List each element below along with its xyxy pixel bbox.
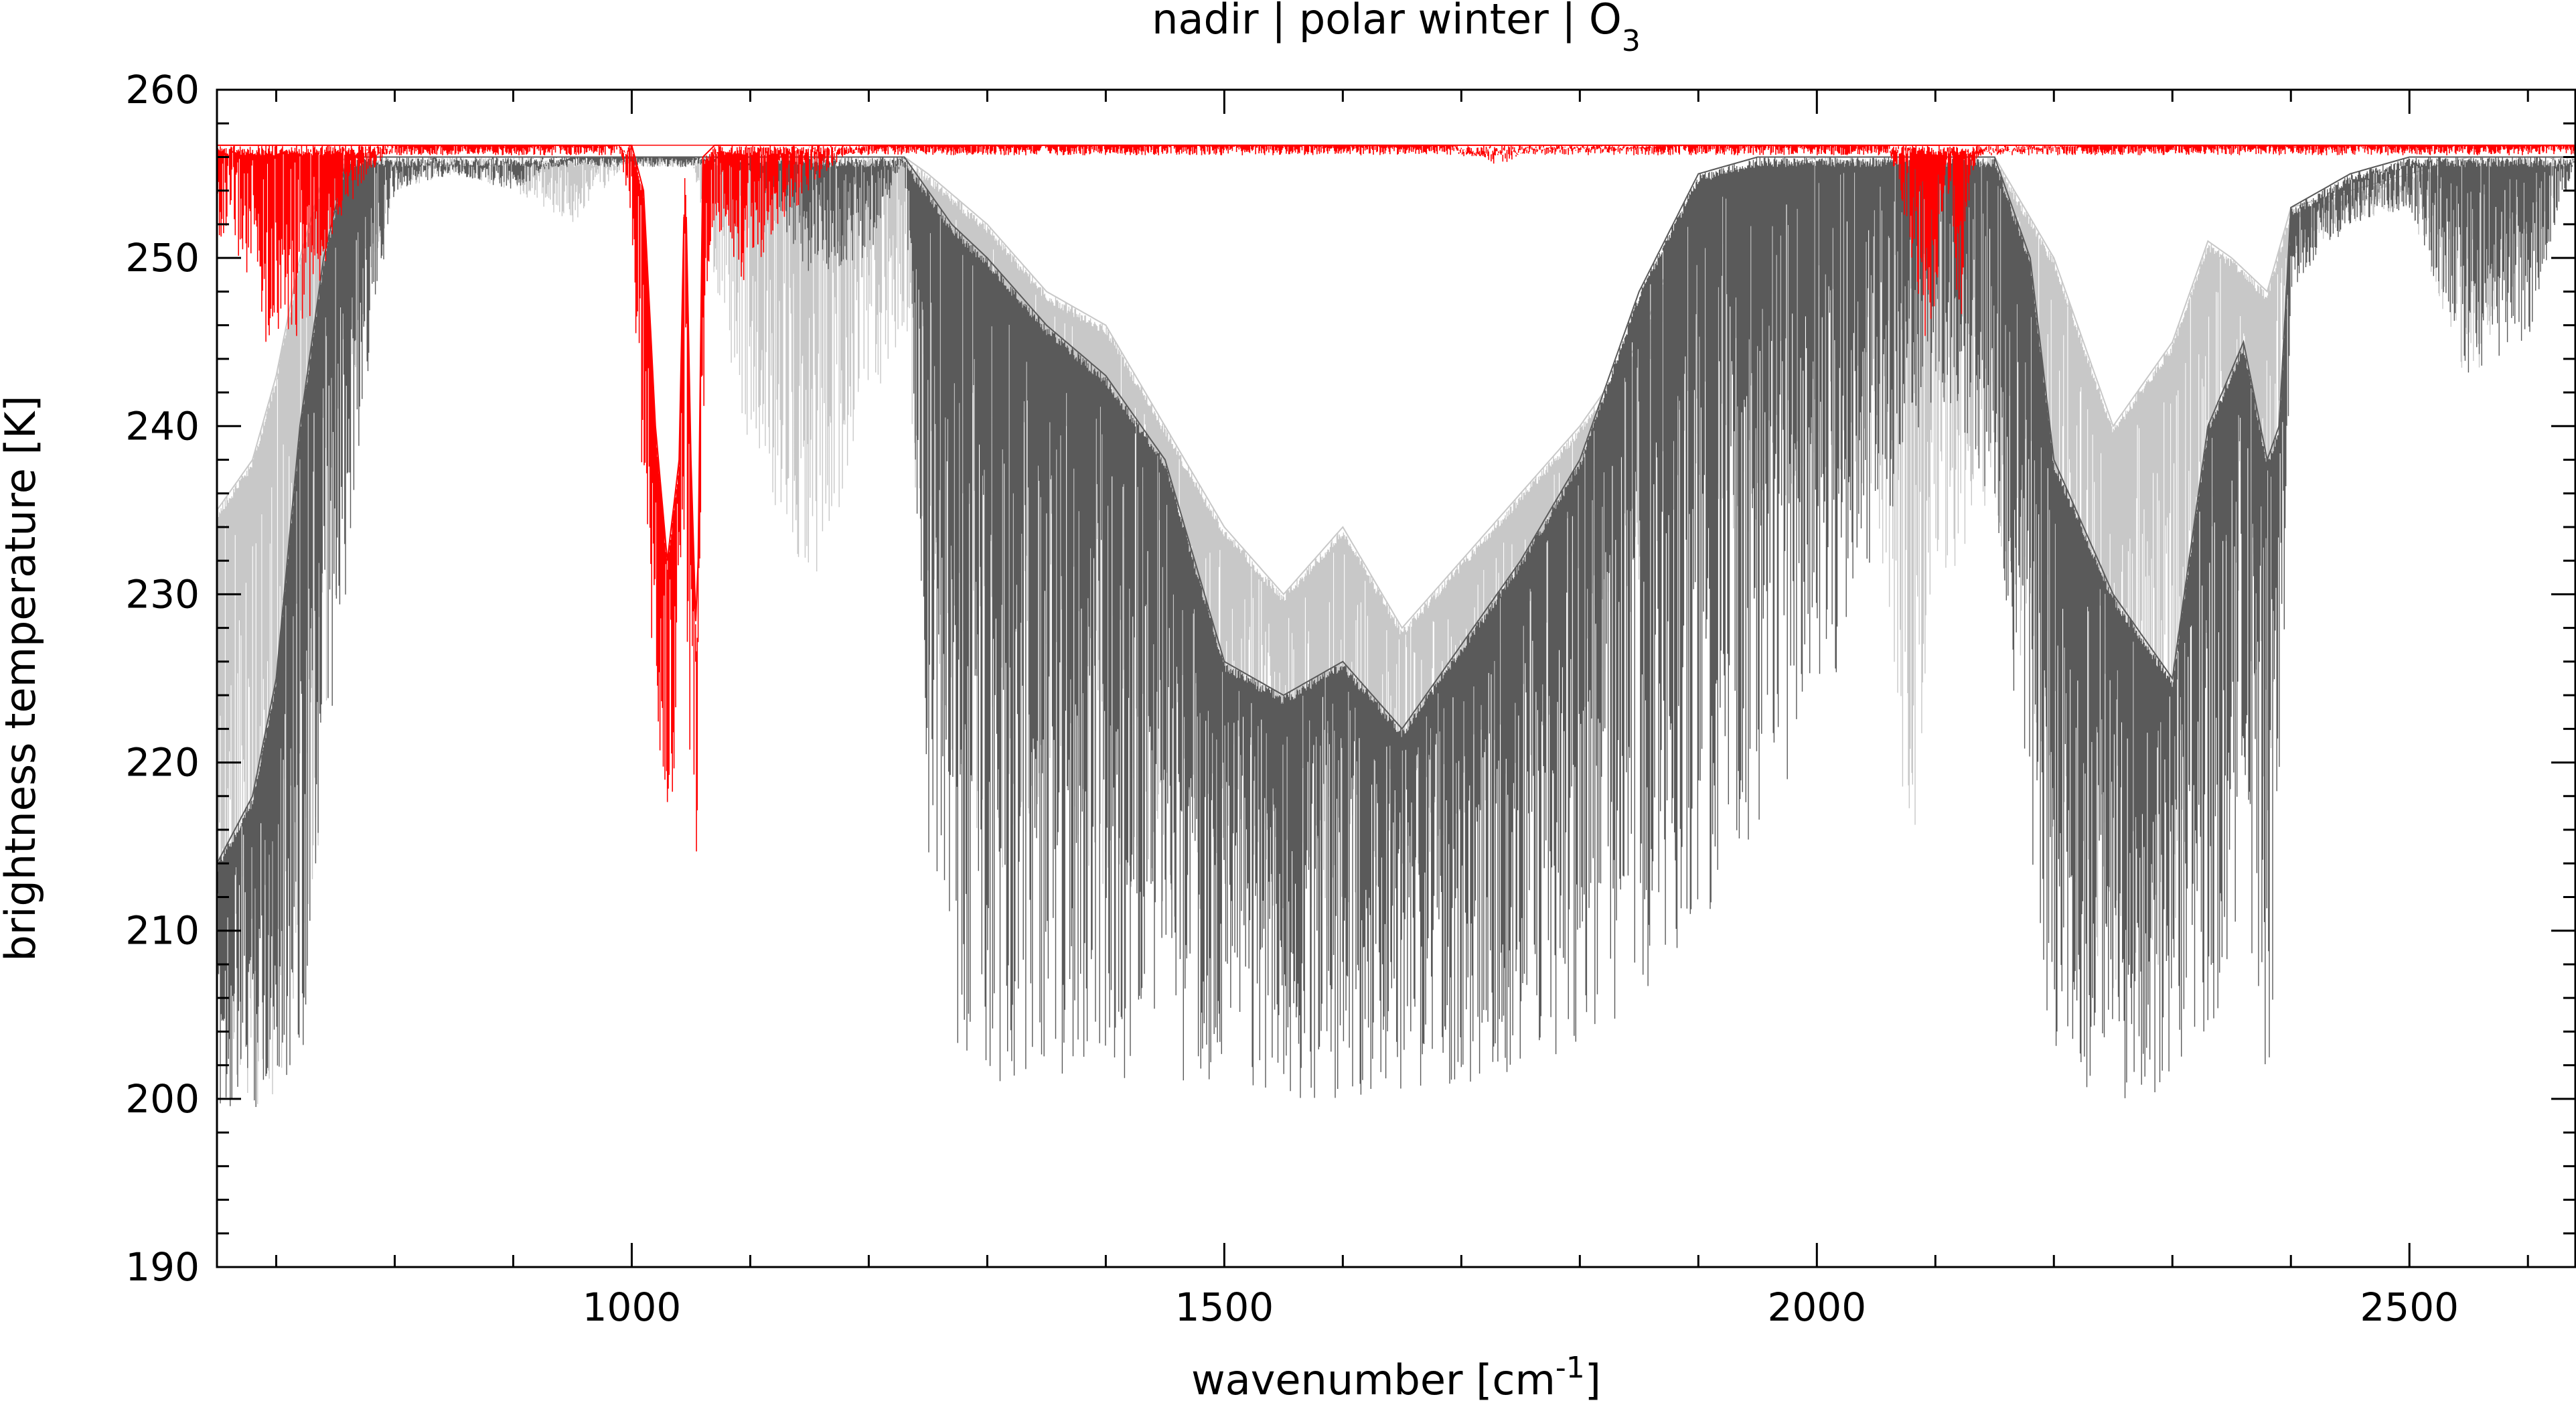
x-tick-label: 2000	[1767, 1284, 1866, 1330]
x-axis-title-suffix: ]	[1585, 1355, 1601, 1404]
x-axis-title-main: wavenumber [cm	[1191, 1355, 1556, 1404]
x-tick-label: 1500	[1175, 1284, 1274, 1330]
chart-title-subscript: 3	[1622, 24, 1641, 58]
y-tick-label: 210	[125, 908, 200, 954]
chart-title: nadir | polar winter | O3	[1152, 0, 1641, 58]
axis-ticks-layer	[217, 88, 2575, 1268]
y-tick-label: 250	[125, 235, 200, 281]
plot-frame	[216, 88, 2576, 1268]
x-tick-labels: 1000 1500 2000 2500	[583, 1284, 2459, 1330]
x-tick-label: 2500	[2360, 1284, 2459, 1330]
x-axis-title: wavenumber [cm-1]	[1191, 1351, 1601, 1405]
y-tick-label: 220	[125, 740, 200, 786]
spectrum-series-2	[216, 156, 2575, 1107]
chart-title-main: nadir | polar winter | O	[1152, 0, 1622, 44]
y-tick-label: 240	[125, 403, 200, 449]
y-tick-labels: 190 200 210 220 230 240 250 260	[125, 67, 200, 1290]
y-tick-label: 230	[125, 571, 200, 617]
y-axis-title: brightness temperature [K]	[0, 395, 45, 961]
x-tick-label: 1000	[583, 1284, 682, 1330]
y-tick-label: 190	[125, 1244, 200, 1290]
spectrum-series-2-envelope	[216, 156, 2575, 864]
x-axis-title-superscript: -1	[1556, 1351, 1585, 1385]
y-tick-label: 260	[125, 67, 200, 113]
y-tick-label: 200	[125, 1076, 200, 1122]
